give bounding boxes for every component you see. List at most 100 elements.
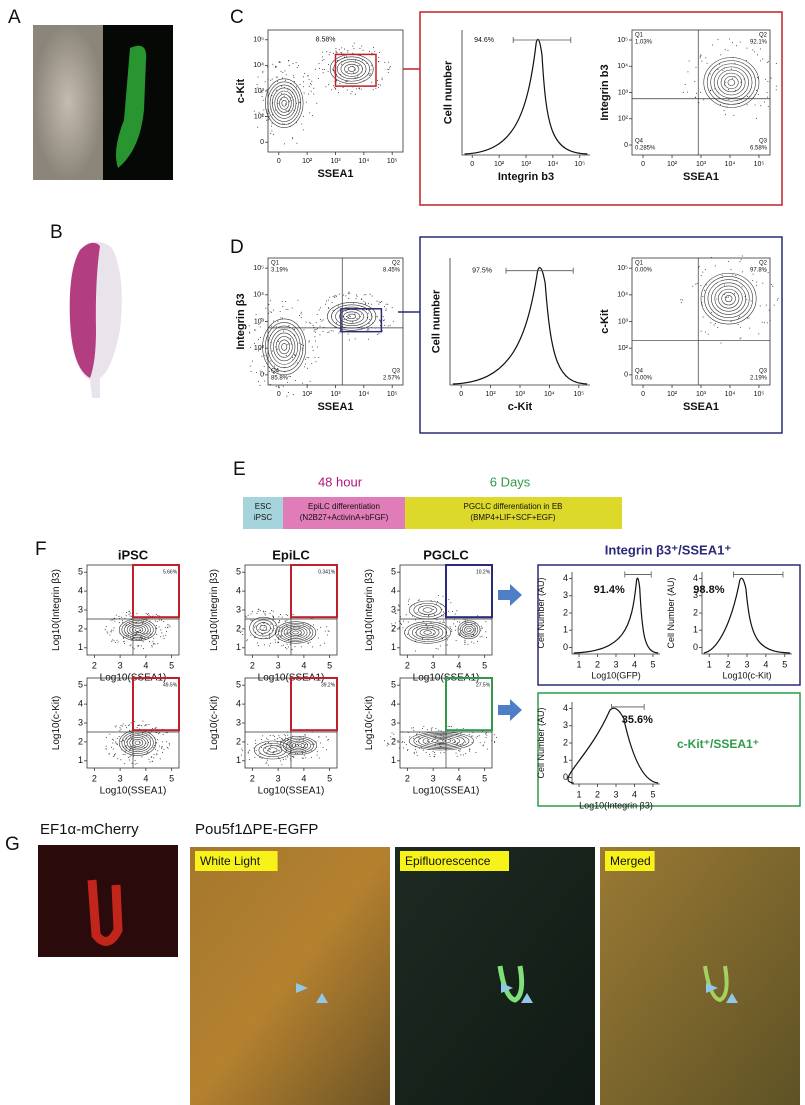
y-tick-label: 10³ bbox=[618, 318, 629, 325]
event-dot bbox=[329, 51, 331, 53]
contour bbox=[431, 738, 451, 744]
event-dot bbox=[274, 735, 276, 737]
event-dot bbox=[730, 68, 732, 70]
event-dot bbox=[323, 68, 325, 70]
event-dot bbox=[261, 114, 263, 116]
event-dot bbox=[354, 93, 356, 95]
gate-percent: 8.58% bbox=[316, 37, 336, 44]
event-dot bbox=[335, 294, 337, 296]
event-dot bbox=[442, 595, 444, 597]
event-dot bbox=[286, 643, 288, 645]
event-dot bbox=[290, 97, 292, 99]
x-tick-label: 0 bbox=[641, 161, 645, 168]
event-dot bbox=[155, 625, 157, 627]
event-dot bbox=[298, 627, 300, 629]
event-dot bbox=[355, 298, 357, 300]
event-dot bbox=[452, 611, 454, 613]
contour bbox=[724, 295, 733, 303]
event-dot bbox=[116, 743, 118, 745]
event-dot bbox=[348, 298, 350, 300]
event-dot bbox=[432, 608, 434, 610]
event-dot bbox=[304, 358, 306, 360]
event-dot bbox=[711, 257, 713, 259]
histogram-curve bbox=[567, 707, 659, 784]
y-tick-label: 1 bbox=[78, 755, 83, 765]
event-dot bbox=[272, 734, 274, 736]
event-dot bbox=[346, 316, 348, 318]
event-dot bbox=[289, 109, 291, 111]
stage-text: ESC bbox=[255, 502, 272, 511]
event-dot bbox=[330, 330, 332, 332]
event-dot bbox=[328, 630, 330, 632]
stage-box bbox=[405, 497, 622, 529]
event-dot bbox=[384, 324, 386, 326]
image-a bbox=[33, 25, 173, 180]
event-dot bbox=[292, 756, 294, 758]
event-dot bbox=[390, 736, 392, 738]
event-dot bbox=[752, 280, 754, 282]
event-dot bbox=[471, 735, 473, 737]
event-dot bbox=[405, 614, 407, 616]
event-dot bbox=[276, 634, 278, 636]
event-dot bbox=[291, 137, 293, 139]
event-dot bbox=[343, 56, 345, 58]
event-dot bbox=[265, 307, 267, 309]
contour bbox=[408, 600, 447, 620]
event-dot bbox=[323, 59, 325, 61]
event-dot bbox=[262, 99, 264, 101]
event-dot bbox=[313, 624, 315, 626]
event-dot bbox=[133, 637, 135, 639]
event-dot bbox=[272, 63, 274, 65]
event-dot bbox=[301, 382, 303, 384]
event-dot bbox=[376, 316, 378, 318]
event-dot bbox=[406, 633, 408, 635]
event-dot bbox=[262, 735, 264, 737]
event-dot bbox=[361, 299, 363, 301]
y-axis-label: Log10(Integrin β3) bbox=[51, 569, 62, 651]
contour bbox=[337, 58, 367, 80]
event-dot bbox=[484, 733, 486, 735]
event-dot bbox=[767, 61, 769, 63]
event-dot bbox=[352, 45, 354, 47]
event-dot bbox=[376, 300, 378, 302]
event-dot bbox=[391, 732, 393, 734]
x-tick-label: 4 bbox=[456, 773, 461, 783]
event-dot bbox=[379, 302, 381, 304]
event-dot bbox=[727, 296, 729, 298]
event-dot bbox=[326, 626, 328, 628]
event-dot bbox=[115, 614, 117, 616]
event-dot bbox=[164, 627, 166, 629]
event-dot bbox=[748, 317, 750, 319]
event-dot bbox=[413, 604, 415, 606]
event-dot bbox=[458, 628, 460, 630]
event-dot bbox=[470, 735, 472, 737]
event-dot bbox=[305, 101, 307, 103]
event-dot bbox=[278, 750, 280, 752]
event-dot bbox=[742, 271, 744, 273]
event-dot bbox=[332, 296, 334, 298]
event-dot bbox=[146, 734, 148, 736]
event-dot bbox=[125, 724, 127, 726]
event-dot bbox=[722, 69, 724, 71]
x-tick-label: 5 bbox=[782, 659, 787, 669]
event-dot bbox=[308, 85, 310, 87]
event-dot bbox=[322, 747, 324, 749]
event-dot bbox=[436, 619, 438, 621]
quadrant-value: 85.8% bbox=[271, 376, 289, 382]
event-dot bbox=[136, 726, 138, 728]
event-dot bbox=[687, 71, 689, 73]
x-tick-label: 1 bbox=[707, 659, 712, 669]
event-dot bbox=[315, 340, 317, 342]
event-dot bbox=[773, 304, 775, 306]
event-dot bbox=[322, 68, 324, 70]
contour bbox=[415, 626, 440, 639]
event-dot bbox=[382, 316, 384, 318]
event-dot bbox=[122, 753, 124, 755]
event-dot bbox=[265, 742, 267, 744]
event-dot bbox=[281, 85, 283, 87]
quadrant-name: Q1 bbox=[271, 261, 280, 267]
event-dot bbox=[485, 737, 487, 739]
event-dot bbox=[327, 739, 329, 741]
contour bbox=[279, 96, 290, 110]
event-dot bbox=[276, 66, 278, 68]
